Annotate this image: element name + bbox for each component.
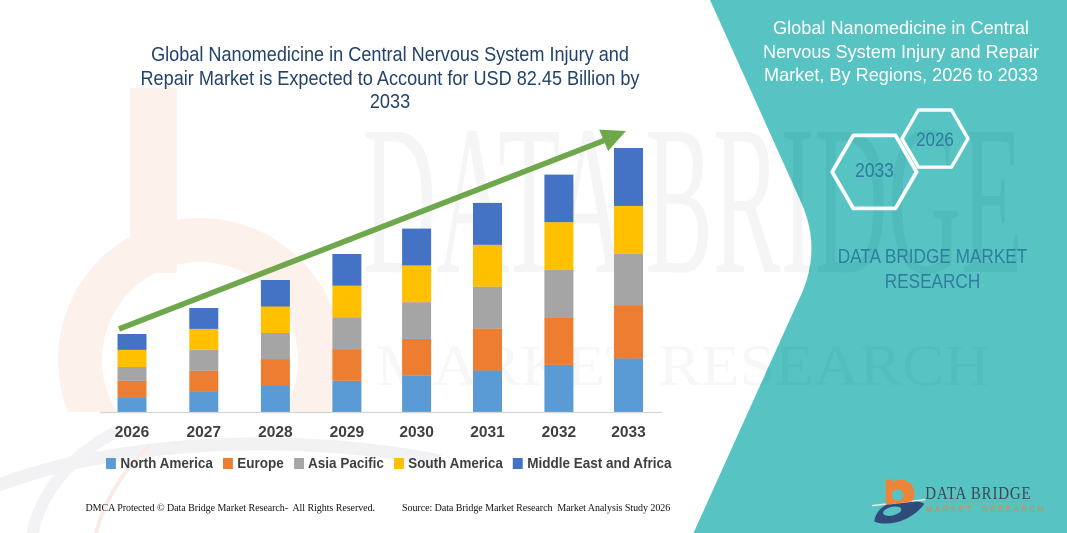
svg-text:DATA BRIDGE: DATA BRIDGE xyxy=(925,483,1031,504)
svg-text:MARKET RESEARCH: MARKET RESEARCH xyxy=(926,505,1046,514)
